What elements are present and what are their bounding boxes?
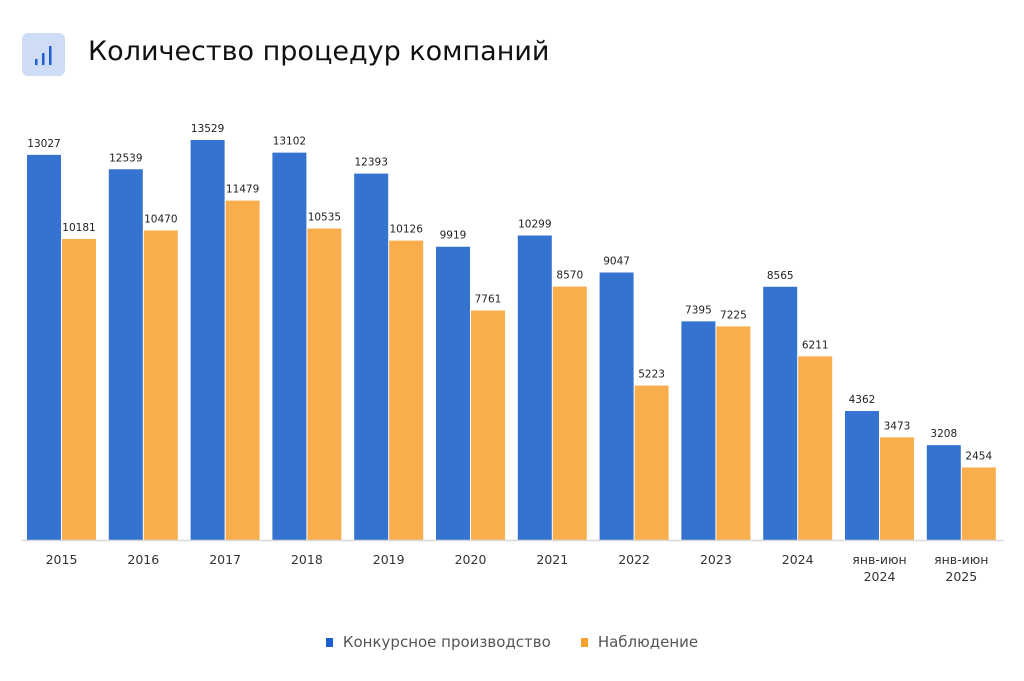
- x-tick-label: 2024: [864, 569, 896, 584]
- bar: [225, 200, 260, 540]
- page-title: Количество процедур компаний: [88, 36, 550, 67]
- x-tick-label: 2020: [455, 552, 487, 567]
- data-label: 10299: [518, 218, 551, 230]
- bar: [763, 286, 798, 540]
- bar: [798, 356, 833, 540]
- data-label: 12393: [354, 157, 387, 169]
- data-label: 10535: [308, 212, 341, 224]
- data-label: 13027: [27, 138, 60, 150]
- bar: [62, 238, 96, 540]
- bar: [845, 411, 879, 540]
- x-tick-label: 2022: [618, 552, 650, 567]
- x-tick-label: 2023: [700, 552, 732, 567]
- bar: [880, 437, 914, 540]
- x-tick-label: 2025: [945, 569, 977, 584]
- bar: [599, 272, 634, 540]
- bar-chart-icon: [22, 33, 65, 76]
- data-label: 4362: [849, 394, 876, 406]
- bar: [272, 152, 307, 540]
- bar: [681, 321, 716, 540]
- legend-item-bankruptcy: Конкурсное производство: [325, 633, 551, 651]
- data-label: 10126: [389, 224, 423, 236]
- bar: [961, 467, 996, 540]
- data-label: 9919: [440, 230, 467, 242]
- data-label: 9047: [603, 256, 630, 268]
- bar: [307, 228, 342, 541]
- data-label: 3473: [884, 420, 911, 432]
- data-label: 8565: [767, 270, 794, 282]
- x-tick-label: янв-июн: [934, 552, 988, 567]
- bar: [634, 385, 669, 540]
- data-label: 11479: [226, 184, 259, 196]
- x-tick-label: 2015: [46, 552, 78, 567]
- bar: [716, 326, 751, 540]
- x-tick-label: 2016: [127, 552, 159, 567]
- x-tick-label: 2024: [782, 552, 814, 567]
- data-label: 7225: [720, 309, 747, 321]
- data-label: 3208: [930, 428, 957, 440]
- data-label: 10181: [62, 222, 95, 234]
- legend: Конкурсное производство Наблюдение: [0, 633, 1024, 651]
- data-label: 8570: [556, 270, 583, 282]
- data-label: 5223: [638, 369, 665, 381]
- data-label: 7395: [685, 304, 712, 316]
- bar: [552, 286, 587, 540]
- data-label: 10470: [144, 213, 177, 225]
- bar: [926, 445, 961, 540]
- data-label: 2454: [965, 450, 992, 462]
- x-tick-label: янв-июн: [852, 552, 906, 567]
- x-tick-label: 2018: [291, 552, 323, 567]
- bar: [143, 230, 178, 540]
- bar: [108, 169, 143, 541]
- bar: [436, 246, 470, 540]
- legend-label: Конкурсное производство: [342, 633, 551, 651]
- x-tick-label: 2021: [536, 552, 568, 567]
- x-tick-label: 2019: [373, 552, 405, 567]
- bar: [27, 154, 61, 540]
- bar: [471, 310, 505, 540]
- bar: [389, 240, 424, 540]
- bar: [354, 173, 389, 541]
- x-tick-label: 2017: [209, 552, 241, 567]
- legend-swatch: [325, 637, 333, 647]
- bar: [190, 140, 225, 540]
- bar: [517, 235, 552, 540]
- data-label: 6211: [802, 339, 829, 351]
- legend-label: Наблюдение: [597, 633, 699, 651]
- legend-swatch: [580, 637, 588, 647]
- data-label: 13102: [273, 136, 306, 148]
- legend-item-observation: Наблюдение: [580, 633, 699, 651]
- data-label: 13529: [191, 123, 224, 135]
- data-label: 7761: [475, 294, 502, 306]
- data-label: 12539: [109, 152, 142, 164]
